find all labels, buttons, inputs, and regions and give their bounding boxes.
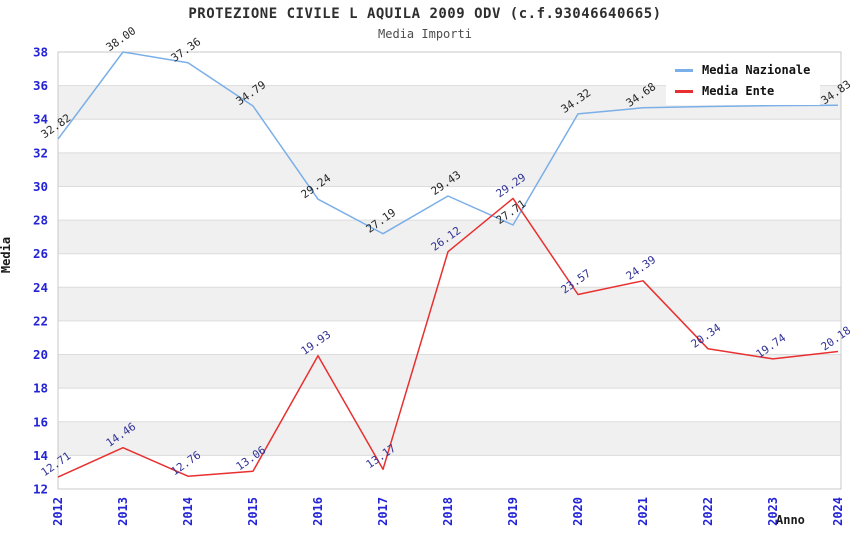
- x-tick-label: 2012: [51, 497, 65, 526]
- y-tick-label: 22: [33, 313, 48, 328]
- y-tick-label: 26: [33, 246, 48, 261]
- series-line-media-ente: [57, 197, 839, 478]
- y-tick-label: 32: [33, 145, 48, 160]
- x-tick-label: 2020: [571, 497, 585, 526]
- y-tick-label: 36: [33, 78, 48, 93]
- legend-label: Media Ente: [702, 84, 775, 98]
- plot-border: [57, 51, 842, 490]
- point-label: 20.18: [819, 324, 850, 354]
- y-tick-label: 28: [33, 213, 48, 228]
- grid-band: [58, 287, 841, 321]
- y-tick-label: 34: [33, 112, 48, 127]
- x-tick-label: 2017: [376, 497, 390, 526]
- y-axis-title: Media: [0, 236, 13, 274]
- y-tick-label: 18: [33, 381, 48, 396]
- y-tick-label: 20: [33, 347, 48, 362]
- x-tick-label: 2013: [116, 497, 130, 526]
- x-tick-label: 2016: [311, 497, 325, 526]
- grid-band: [58, 152, 841, 187]
- x-tick-label: 2024: [831, 497, 845, 526]
- x-tick-label: 2018: [441, 497, 455, 526]
- y-tick-label: 38: [33, 45, 48, 60]
- chart-title: PROTEZIONE CIVILE L AQUILA 2009 ODV (c.f…: [188, 6, 662, 22]
- point-label: 24.39: [624, 253, 659, 283]
- legend-marker-nazionale-icon: [675, 68, 693, 72]
- x-tick-label: 2015: [246, 497, 260, 526]
- y-tick-label: 14: [33, 448, 48, 463]
- legend-label: Media Nazionale: [702, 63, 811, 77]
- series-line-media-nazionale: [57, 51, 839, 235]
- y-tick-label: 12: [33, 482, 48, 497]
- y-tick-label: 30: [33, 179, 48, 194]
- grid-band: [58, 421, 841, 456]
- legend-marker-ente-icon: [675, 89, 693, 93]
- legend: Media Nazionale Media Ente: [666, 56, 821, 105]
- x-axis-title: Anno: [776, 513, 805, 527]
- grid-band: [58, 220, 841, 254]
- legend-item-media-nazionale: Media Nazionale: [675, 63, 810, 77]
- y-tick-label: 24: [33, 280, 48, 295]
- chart-subtitle: Media Importi: [378, 27, 472, 41]
- grid-band: [58, 354, 841, 389]
- x-tick-label: 2021: [636, 497, 650, 526]
- y-tick-label: 16: [33, 414, 48, 429]
- x-tick-label: 2022: [701, 497, 715, 526]
- legend-item-media-ente: Media Ente: [675, 84, 810, 98]
- point-label: 19.93: [299, 328, 334, 358]
- x-tick-label: 2014: [181, 497, 195, 526]
- x-tick-label: 2019: [506, 497, 520, 526]
- x-tick-label: 2023: [766, 497, 780, 526]
